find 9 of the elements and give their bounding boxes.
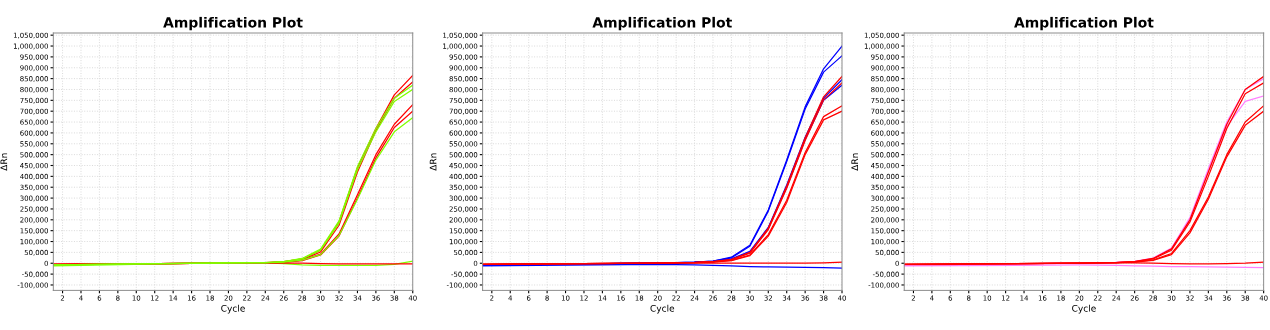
y-axis-title: ΔRn bbox=[429, 153, 437, 171]
x-axis-title: Cycle bbox=[221, 304, 245, 314]
x-axis-title: Cycle bbox=[650, 304, 675, 314]
x-axis-title: Cycle bbox=[1072, 304, 1096, 314]
chart-title: Amplification Plot bbox=[163, 16, 303, 31]
y-axis-title: ΔRn bbox=[851, 153, 858, 171]
chart-title: Amplification Plot bbox=[592, 16, 732, 31]
y-axis-title: ΔRn bbox=[0, 153, 8, 171]
chart-title: Amplification Plot bbox=[1014, 16, 1154, 31]
